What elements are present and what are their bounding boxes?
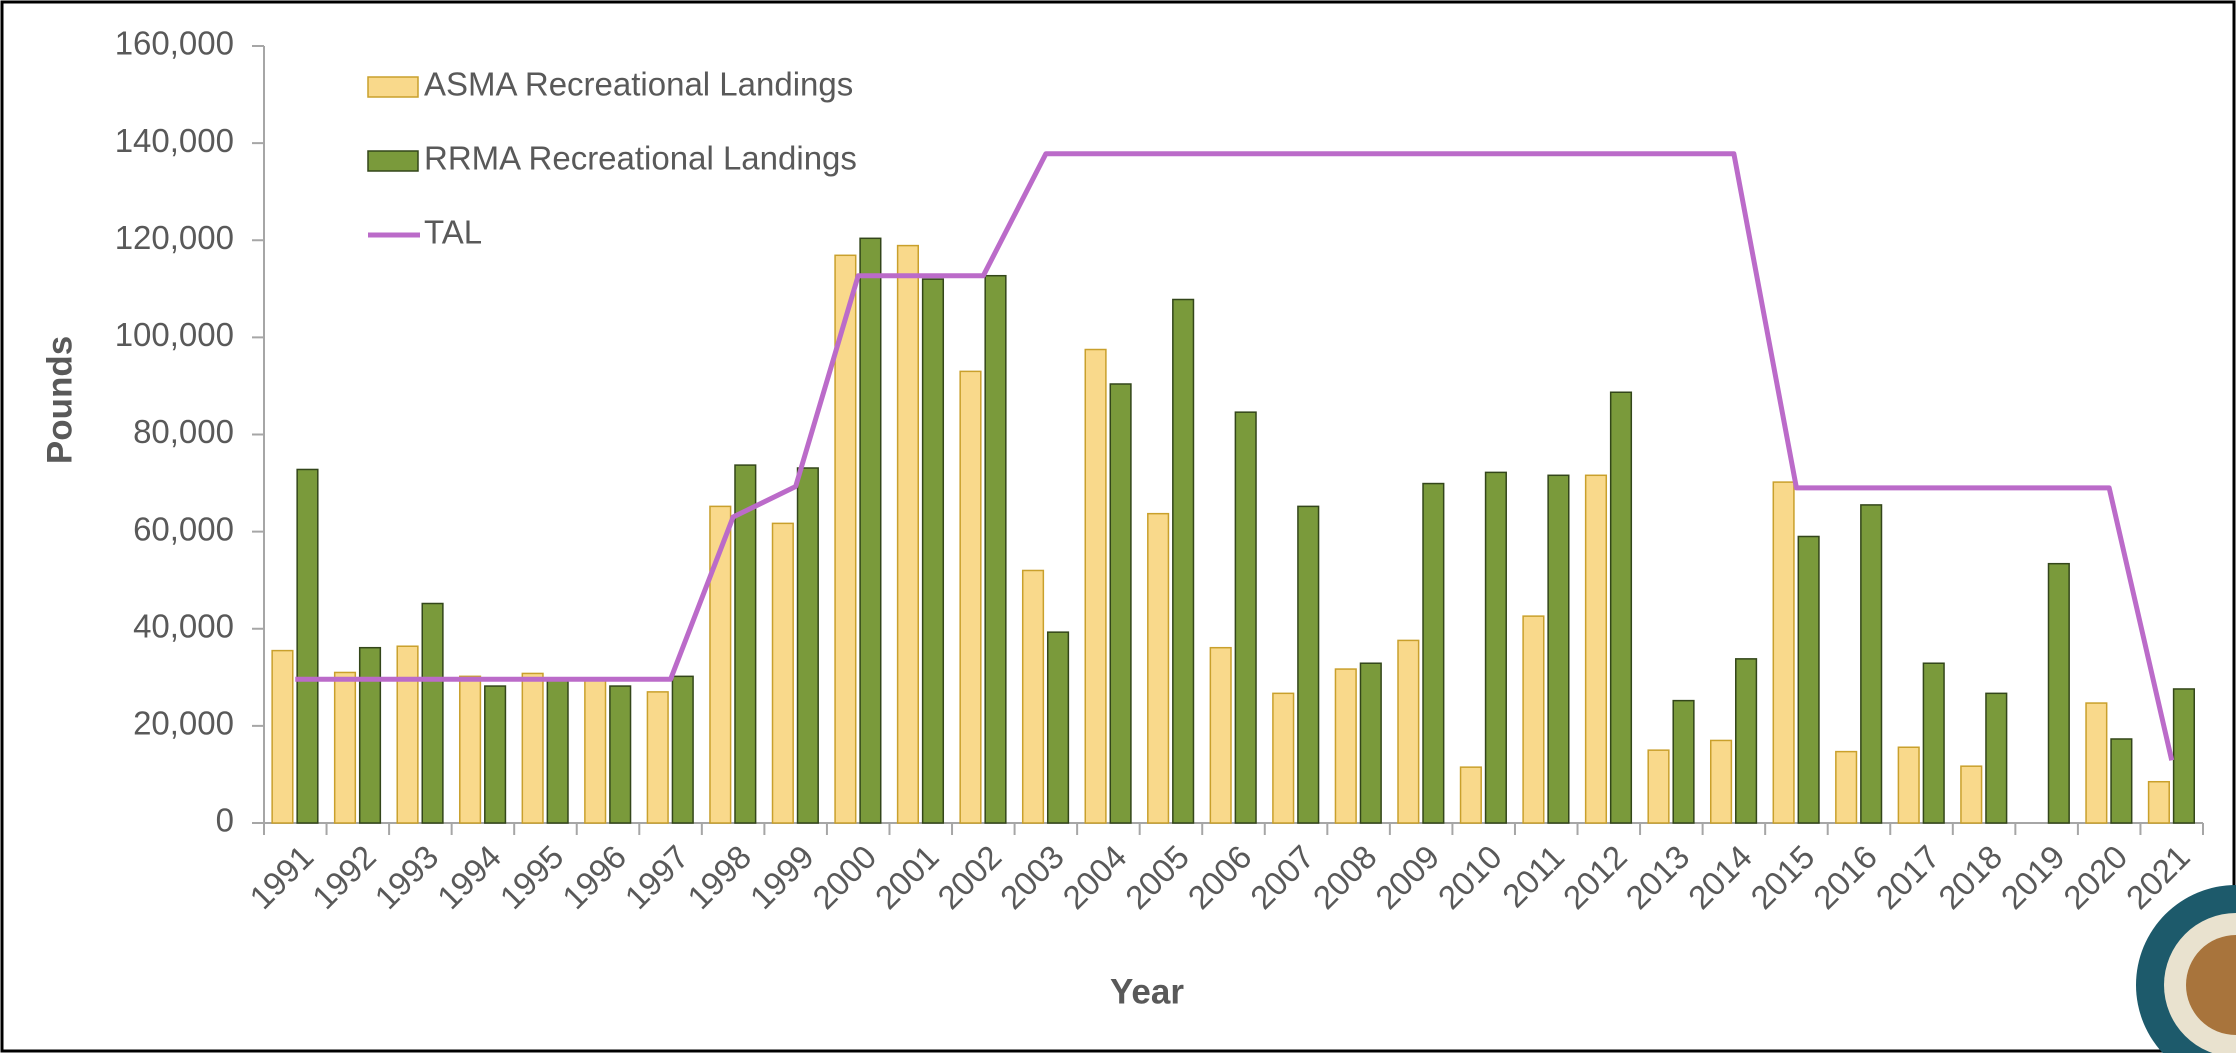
legend-label: TAL	[424, 214, 482, 251]
bar	[1772, 481, 1795, 824]
bar	[1234, 411, 1257, 824]
bar	[2085, 702, 2108, 824]
bar	[796, 467, 819, 824]
bar	[1985, 692, 2008, 824]
bar	[2047, 562, 2070, 824]
bar	[1021, 569, 1045, 824]
bar	[521, 672, 544, 824]
bar	[771, 522, 794, 824]
bar	[1422, 482, 1445, 824]
legend-label: ASMA Recreational Landings	[424, 66, 853, 103]
y-tick-label: 0	[216, 802, 234, 839]
legend-swatch	[367, 150, 419, 172]
bar	[1584, 474, 1608, 824]
bar	[1922, 662, 1945, 824]
y-tick-label: 140,000	[115, 122, 234, 159]
bar	[1860, 504, 1883, 824]
bar	[609, 685, 632, 824]
bar	[1084, 348, 1107, 824]
bar	[1334, 668, 1357, 824]
bar	[396, 645, 419, 824]
bar	[646, 691, 669, 824]
line	[295, 151, 2175, 761]
bar	[1647, 749, 1670, 824]
bar	[1147, 512, 1170, 824]
y-tick-label: 80,000	[133, 413, 234, 450]
bar	[1046, 631, 1070, 824]
bar	[1960, 765, 1983, 824]
bar	[296, 468, 319, 824]
bar	[1359, 662, 1382, 824]
bar	[484, 685, 507, 824]
bar	[896, 244, 920, 824]
bar	[1672, 699, 1695, 824]
bar	[2110, 738, 2133, 824]
y-tick-label: 40,000	[133, 607, 234, 644]
bar	[271, 649, 294, 824]
bar	[358, 646, 382, 824]
bar	[859, 237, 882, 824]
bar	[1797, 535, 1820, 824]
y-axis-title: Pounds	[40, 336, 79, 464]
bar	[1709, 739, 1733, 824]
bar	[1272, 692, 1295, 824]
y-tick-label: 120,000	[115, 219, 234, 256]
bar	[1209, 646, 1232, 824]
y-tick-label: 20,000	[133, 705, 234, 742]
bar	[333, 671, 357, 824]
bar	[984, 274, 1007, 824]
bar	[546, 679, 569, 824]
legend-swatch	[367, 76, 419, 98]
bar	[2172, 688, 2195, 824]
bar	[1172, 298, 1195, 824]
legend-label: RRMA Recreational Landings	[424, 140, 857, 177]
bar	[1397, 639, 1420, 824]
bar	[734, 464, 757, 824]
bar	[1609, 391, 1633, 824]
bar	[1835, 750, 1858, 824]
bar	[1547, 474, 1570, 824]
bar	[921, 278, 945, 824]
y-tick-label: 100,000	[115, 316, 234, 353]
bar	[1109, 383, 1132, 824]
bar	[1735, 658, 1758, 824]
bar	[584, 679, 607, 824]
x-axis-title: Year	[1110, 972, 1184, 1011]
logo	[2136, 885, 2236, 1053]
y-tick-label: 160,000	[115, 25, 234, 62]
bar	[671, 675, 694, 824]
bar	[959, 370, 982, 824]
y-tick-label: 60,000	[133, 510, 234, 547]
bar	[1897, 746, 1920, 824]
bar	[834, 254, 857, 824]
bar	[1484, 471, 1507, 824]
bar	[1459, 766, 1482, 824]
bar	[421, 602, 444, 824]
bar	[1297, 505, 1320, 824]
bar	[459, 675, 482, 824]
bar	[2147, 780, 2170, 824]
bar	[1522, 615, 1545, 824]
bar	[709, 505, 732, 824]
